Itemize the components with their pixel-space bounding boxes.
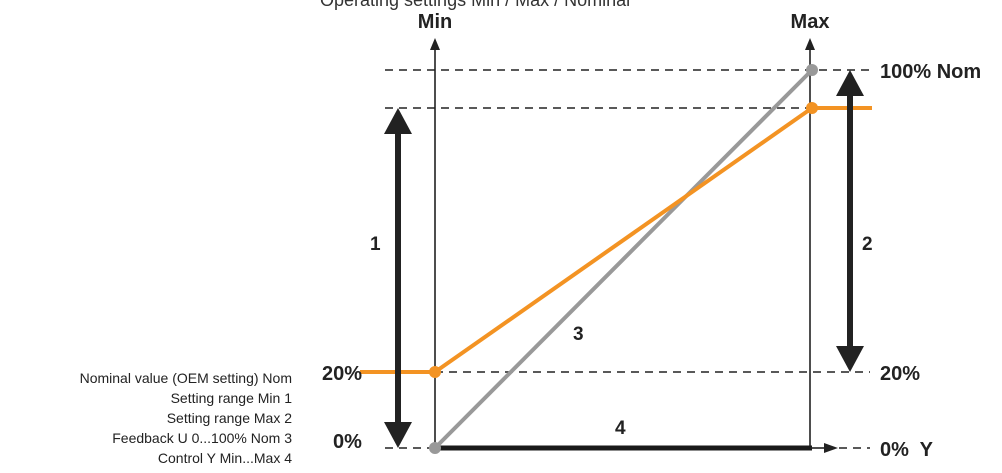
left-0-label: 0% [333, 431, 362, 453]
legend-item: Control Y Min...Max 4 [158, 450, 292, 466]
min-axis-arrowhead [430, 38, 440, 50]
dashed-guides [385, 69, 870, 449]
marker-3: 3 [573, 324, 584, 345]
feedback-start-dot [429, 442, 441, 454]
setting-max-dot [806, 102, 818, 114]
legend-item: Nominal value (OEM setting) Nom [80, 370, 292, 386]
legend-item: Setting range Min 1 [171, 390, 293, 406]
left-20-label: 20% [322, 363, 362, 385]
legend-item: Feedback U 0...100% Nom 3 [112, 430, 292, 446]
marker-4: 4 [615, 418, 626, 439]
feedback-end-dot [806, 64, 818, 76]
marker-2: 2 [862, 234, 873, 255]
marker-1: 1 [370, 234, 381, 255]
nom-100-label: 100% Nom [880, 61, 981, 83]
setting-min-dot [429, 366, 441, 378]
right-20-label: 20% [880, 363, 920, 385]
legend: Nominal value (OEM setting) Nom Setting … [80, 370, 293, 466]
max-axis-arrowhead [805, 38, 815, 50]
setting-curve [360, 106, 872, 374]
diagram-title: Operating settings Min / Max / Nominal [320, 0, 630, 10]
vertical-axes [434, 48, 811, 448]
setting-range-max-arrow [836, 70, 864, 372]
right-0-y-label: 0% Y [880, 439, 934, 461]
legend-item: Setting range Max 2 [167, 410, 293, 426]
feedback-line [433, 68, 814, 450]
min-label: Min [418, 11, 452, 33]
max-label: Max [791, 11, 830, 33]
control-y-arrowhead [824, 443, 838, 453]
setting-range-min-arrow [384, 108, 412, 448]
